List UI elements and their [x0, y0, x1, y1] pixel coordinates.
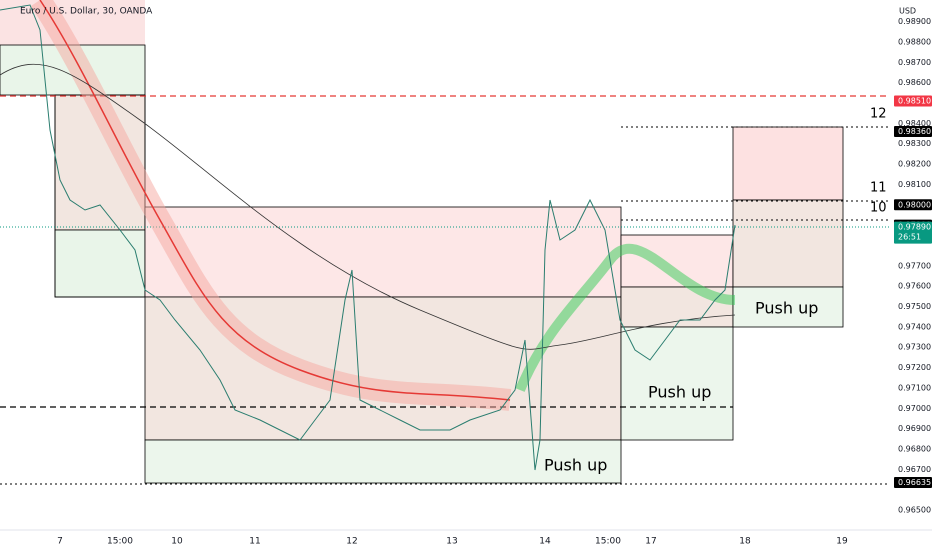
time-label: 13	[446, 537, 457, 547]
price-label: 0.97700	[898, 261, 931, 270]
price-label: 0.97200	[898, 363, 931, 372]
price-tag-label: 0.97890	[898, 223, 931, 232]
countdown: 26:51	[898, 233, 921, 242]
time-label: 19	[836, 537, 848, 547]
time-label: 15:00	[595, 537, 621, 547]
price-label: 0.98300	[898, 139, 931, 148]
annotation: Push up	[755, 299, 818, 318]
price-tag	[894, 199, 932, 211]
price-label: 0.96800	[898, 444, 931, 453]
annotation: 12	[870, 107, 887, 122]
price-label: 0.98900	[898, 17, 931, 26]
time-label: 14	[539, 537, 551, 547]
price-label: 0.97400	[898, 322, 931, 331]
time-label: 7	[57, 537, 63, 547]
price-tag	[894, 221, 932, 244]
price-tag-label: 0.98510	[898, 97, 931, 106]
price-tag	[894, 126, 932, 138]
price-label: 0.97600	[898, 282, 931, 291]
annotation: Push up	[544, 456, 607, 475]
currency: USD	[899, 7, 916, 16]
price-tag-label: 0.98000	[898, 200, 931, 209]
price-label: 0.96900	[898, 424, 931, 433]
price-label: 0.97500	[898, 302, 931, 311]
levels	[0, 95, 890, 485]
price-label: 0.98700	[898, 58, 931, 67]
price-label: 0.97000	[898, 404, 931, 413]
time-label: 11	[249, 537, 260, 547]
time-label: 12	[346, 537, 357, 547]
annotation: 11	[870, 181, 887, 196]
price-label: 0.97300	[898, 343, 931, 352]
time-label: 18	[739, 537, 751, 547]
price-drawing	[0, 0, 736, 471]
price-tag-label: 0.98360	[898, 127, 931, 136]
annotation: 10	[870, 201, 887, 216]
time-label: 10	[171, 537, 183, 547]
price-axis-bg	[890, 0, 932, 530]
price-tag-label: 0.96635	[898, 478, 931, 487]
price-label: 0.96700	[898, 465, 931, 474]
price-label: 0.98200	[898, 160, 931, 169]
annotation: Push up	[648, 383, 711, 402]
chart-title: Euro / U.S. Dollar, 30, OANDA	[20, 7, 153, 17]
price-tag	[894, 95, 932, 107]
price-label: 0.96500	[898, 506, 931, 515]
time-label: 17	[645, 537, 656, 547]
price-label: 0.98100	[898, 180, 931, 189]
price-label: 0.98600	[898, 78, 931, 87]
price-label: 0.98400	[898, 119, 931, 128]
price-label: 0.98800	[898, 38, 931, 47]
time-label: 15:00	[107, 537, 133, 547]
price-label: 0.97100	[898, 383, 931, 392]
price-tag	[894, 477, 932, 489]
dynamic: 0.989000.988000.987000.986000.984000.983…	[57, 17, 932, 547]
